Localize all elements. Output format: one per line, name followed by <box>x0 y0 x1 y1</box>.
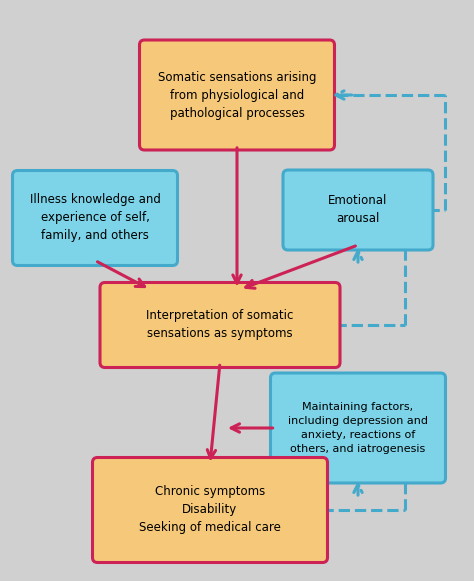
FancyBboxPatch shape <box>100 282 340 368</box>
FancyBboxPatch shape <box>12 170 177 266</box>
Text: Emotional
arousal: Emotional arousal <box>328 195 388 225</box>
FancyBboxPatch shape <box>139 40 335 150</box>
Text: Somatic sensations arising
from physiological and
pathological processes: Somatic sensations arising from physiolo… <box>158 70 316 120</box>
FancyBboxPatch shape <box>92 457 328 562</box>
FancyBboxPatch shape <box>283 170 433 250</box>
Text: Chronic symptoms
Disability
Seeking of medical care: Chronic symptoms Disability Seeking of m… <box>139 486 281 535</box>
Text: Maintaining factors,
including depression and
anxiety, reactions of
others, and : Maintaining factors, including depressio… <box>288 402 428 454</box>
Text: Interpretation of somatic
sensations as symptoms: Interpretation of somatic sensations as … <box>146 310 294 340</box>
FancyBboxPatch shape <box>271 373 446 483</box>
Text: Illness knowledge and
experience of self,
family, and others: Illness knowledge and experience of self… <box>29 193 160 242</box>
